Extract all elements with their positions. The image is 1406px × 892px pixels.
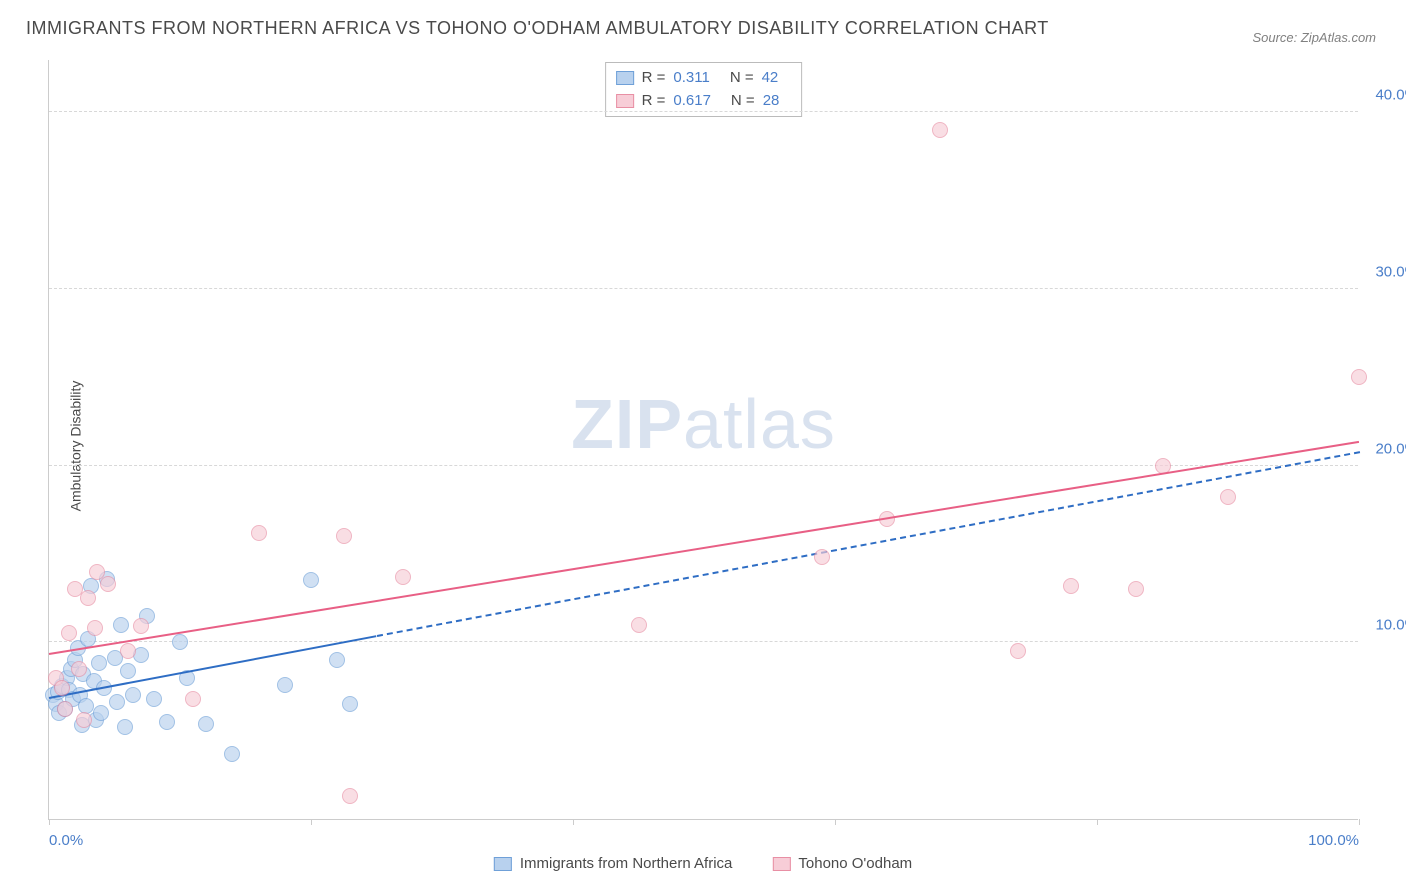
stat-n-label: N = [731, 90, 755, 113]
legend-swatch [494, 857, 512, 871]
trend-line-dashed [376, 451, 1359, 637]
chart-container: IMMIGRANTS FROM NORTHERN AFRICA VS TOHON… [0, 0, 1406, 892]
scatter-point [303, 572, 319, 588]
legend-swatch [616, 94, 634, 108]
bottom-legend: Immigrants from Northern Africa Tohono O'… [494, 855, 912, 872]
scatter-point [71, 661, 87, 677]
scatter-point [76, 712, 92, 728]
y-tick-label: 10.0% [1375, 617, 1406, 634]
gridline [49, 288, 1358, 289]
stats-legend: R = 0.311 N = 42 R = 0.617 N = 28 [605, 62, 803, 117]
stat-r-value: 0.617 [673, 90, 711, 113]
scatter-point [224, 746, 240, 762]
y-tick-label: 40.0% [1375, 87, 1406, 104]
gridline [49, 111, 1358, 112]
x-tick [573, 819, 574, 825]
x-tick-label: 0.0% [49, 832, 83, 849]
x-tick [49, 819, 50, 825]
stats-legend-row: R = 0.617 N = 28 [616, 90, 792, 113]
legend-label: Immigrants from Northern Africa [520, 855, 733, 872]
scatter-point [185, 691, 201, 707]
scatter-point [342, 696, 358, 712]
chart-title: IMMIGRANTS FROM NORTHERN AFRICA VS TOHON… [26, 18, 1049, 39]
x-tick [311, 819, 312, 825]
x-tick-label: 100.0% [1308, 832, 1359, 849]
scatter-point [395, 569, 411, 585]
scatter-point [1063, 578, 1079, 594]
scatter-point [125, 687, 141, 703]
scatter-point [342, 788, 358, 804]
watermark: ZIPatlas [571, 384, 836, 464]
scatter-point [198, 716, 214, 732]
scatter-point [1010, 643, 1026, 659]
scatter-point [120, 643, 136, 659]
scatter-point [932, 122, 948, 138]
scatter-point [631, 617, 647, 633]
scatter-point [133, 618, 149, 634]
legend-swatch [772, 857, 790, 871]
scatter-point [117, 719, 133, 735]
stat-n-label: N = [730, 67, 754, 90]
legend-item: Immigrants from Northern Africa [494, 855, 733, 872]
x-tick [1097, 819, 1098, 825]
scatter-point [54, 680, 70, 696]
scatter-point [336, 528, 352, 544]
scatter-point [277, 677, 293, 693]
scatter-point [146, 691, 162, 707]
scatter-point [109, 694, 125, 710]
scatter-point [1128, 581, 1144, 597]
legend-label: Tohono O'odham [798, 855, 912, 872]
scatter-point [159, 714, 175, 730]
legend-item: Tohono O'odham [772, 855, 912, 872]
scatter-point [329, 652, 345, 668]
x-tick [1359, 819, 1360, 825]
trend-line [49, 441, 1359, 655]
source-label: Source: ZipAtlas.com [1252, 30, 1376, 45]
scatter-point [93, 705, 109, 721]
scatter-point [100, 576, 116, 592]
scatter-point [1220, 489, 1236, 505]
plot-area: ZIPatlas R =0.311N =42R =0.617N =28 10.0… [48, 60, 1358, 820]
y-tick-label: 30.0% [1375, 263, 1406, 280]
legend-swatch [616, 71, 634, 85]
scatter-point [172, 634, 188, 650]
y-tick-label: 20.0% [1375, 440, 1406, 457]
x-tick [835, 819, 836, 825]
gridline [49, 641, 1358, 642]
stat-r-label: R = [642, 67, 666, 90]
scatter-point [61, 625, 77, 641]
scatter-point [251, 525, 267, 541]
scatter-point [113, 617, 129, 633]
stat-r-label: R = [642, 90, 666, 113]
stat-n-value: 28 [763, 90, 780, 113]
scatter-point [120, 663, 136, 679]
stat-n-value: 42 [762, 67, 779, 90]
scatter-point [57, 701, 73, 717]
scatter-point [91, 655, 107, 671]
scatter-point [87, 620, 103, 636]
scatter-point [80, 590, 96, 606]
scatter-point [814, 549, 830, 565]
scatter-point [1351, 369, 1367, 385]
stats-legend-row: R = 0.311 N = 42 [616, 67, 792, 90]
stat-r-value: 0.311 [673, 67, 709, 90]
